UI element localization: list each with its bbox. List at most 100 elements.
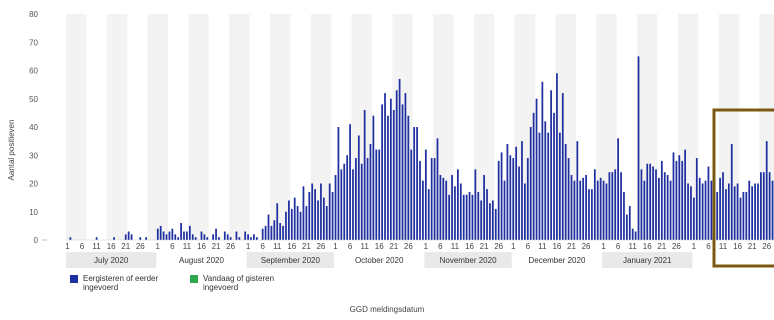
bar-blue: [357, 135, 360, 240]
x-tick-label: 16: [733, 242, 742, 251]
bar-blue: [687, 183, 689, 240]
x-tick-label: 21: [302, 242, 311, 251]
bar-blue: [457, 169, 459, 240]
bar-blue: [186, 231, 188, 240]
bar-blue: [387, 115, 389, 240]
bar-blue: [591, 189, 593, 240]
bar-blue: [710, 180, 713, 240]
bar-blue: [596, 180, 599, 240]
x-tick-label: 21: [748, 242, 757, 251]
bar-blue: [593, 169, 596, 240]
y-tick-label: 0: [34, 236, 39, 245]
bar-blue: [570, 175, 573, 240]
month-band: [602, 252, 693, 268]
bar-blue: [634, 231, 637, 240]
bar-blue: [497, 160, 500, 240]
bar-blue: [407, 115, 410, 240]
bar-blue: [765, 141, 768, 240]
x-tick-label: 21: [567, 242, 576, 251]
bar-blue: [751, 186, 754, 240]
bar-blue: [445, 180, 448, 240]
bar-blue: [424, 149, 427, 240]
bar-blue: [727, 183, 730, 240]
bar-blue: [419, 160, 421, 240]
bar-blue: [349, 124, 351, 240]
bar-blue: [509, 155, 512, 240]
stripe: [147, 14, 168, 240]
bar-blue: [384, 93, 386, 240]
bar-blue: [226, 234, 229, 240]
bar-blue: [701, 183, 704, 240]
y-axis: 0 10 20 30 40 50 60 70 80: [29, 10, 47, 245]
y-axis-title: Aantal positieven: [7, 120, 16, 181]
bar-blue: [579, 180, 582, 240]
bar-blue: [401, 104, 404, 241]
bar-blue: [477, 191, 480, 240]
bar-blue: [244, 231, 247, 240]
bar-blue: [547, 132, 550, 240]
bar-blue: [264, 225, 267, 240]
bar-blue: [340, 169, 343, 240]
bar-blue: [681, 160, 684, 240]
stripe: [310, 14, 332, 240]
bar-blue: [276, 203, 279, 240]
bar-blue: [567, 158, 570, 240]
x-tick-label: 16: [197, 242, 206, 251]
bar-blue: [748, 180, 751, 240]
bar-blue: [733, 186, 736, 240]
bar-blue: [719, 177, 721, 240]
x-tick-label: 6: [438, 242, 443, 251]
x-tick-label: 1: [424, 242, 429, 251]
bar-blue: [614, 169, 617, 240]
bar-blue: [646, 163, 649, 240]
bar-blue: [255, 237, 258, 240]
legend-label: ingevoerd: [203, 283, 238, 292]
x-tick-label: 6: [526, 242, 531, 251]
bar-blue: [69, 237, 72, 240]
y-tick-label: 80: [29, 10, 38, 19]
bar-blue: [663, 172, 666, 240]
x-tick-label: 6: [80, 242, 85, 251]
bar-blue: [745, 191, 748, 240]
bar-blue: [652, 166, 654, 240]
highlight-box: [712, 108, 774, 268]
bar-blue: [623, 191, 625, 240]
x-tick-label: 1: [511, 242, 516, 251]
bar-blue: [381, 104, 383, 241]
bar-blue: [465, 194, 468, 240]
bar-blue: [608, 172, 611, 240]
bar-blue: [328, 183, 331, 240]
stripe: [66, 14, 87, 240]
bar-blue: [325, 206, 328, 240]
month-label: September 2020: [261, 256, 321, 265]
bar-blue: [462, 194, 465, 240]
month-label: December 2020: [528, 256, 585, 265]
bar-blue: [378, 149, 381, 240]
legend-label: Vandaag of gisteren: [203, 274, 274, 283]
bar-blue: [366, 158, 369, 240]
x-tick-label: 6: [706, 242, 711, 251]
bar-blue: [290, 208, 293, 240]
bar-blue: [561, 93, 564, 240]
bar-blue: [352, 169, 354, 240]
x-tick-label: 1: [601, 242, 606, 251]
bar-blue: [113, 237, 115, 240]
bar-blue: [486, 189, 488, 240]
x-tick-label: 6: [616, 242, 621, 251]
bar-blue: [532, 112, 535, 240]
bar-blue: [643, 180, 646, 240]
bar-blue: [474, 169, 477, 240]
month-label: November 2020: [440, 256, 497, 265]
stripe: [269, 14, 291, 240]
x-tick-label: 11: [92, 242, 101, 251]
bar-blue: [526, 158, 529, 240]
bar-blue: [427, 189, 430, 240]
x-tick-label: 26: [762, 242, 771, 251]
bar-blue: [127, 231, 130, 240]
bar-blue: [296, 206, 299, 240]
bar-blue: [541, 81, 544, 240]
bar-blue: [494, 208, 497, 240]
x-tick-label: 26: [582, 242, 591, 251]
x-tick-label: 16: [465, 242, 474, 251]
